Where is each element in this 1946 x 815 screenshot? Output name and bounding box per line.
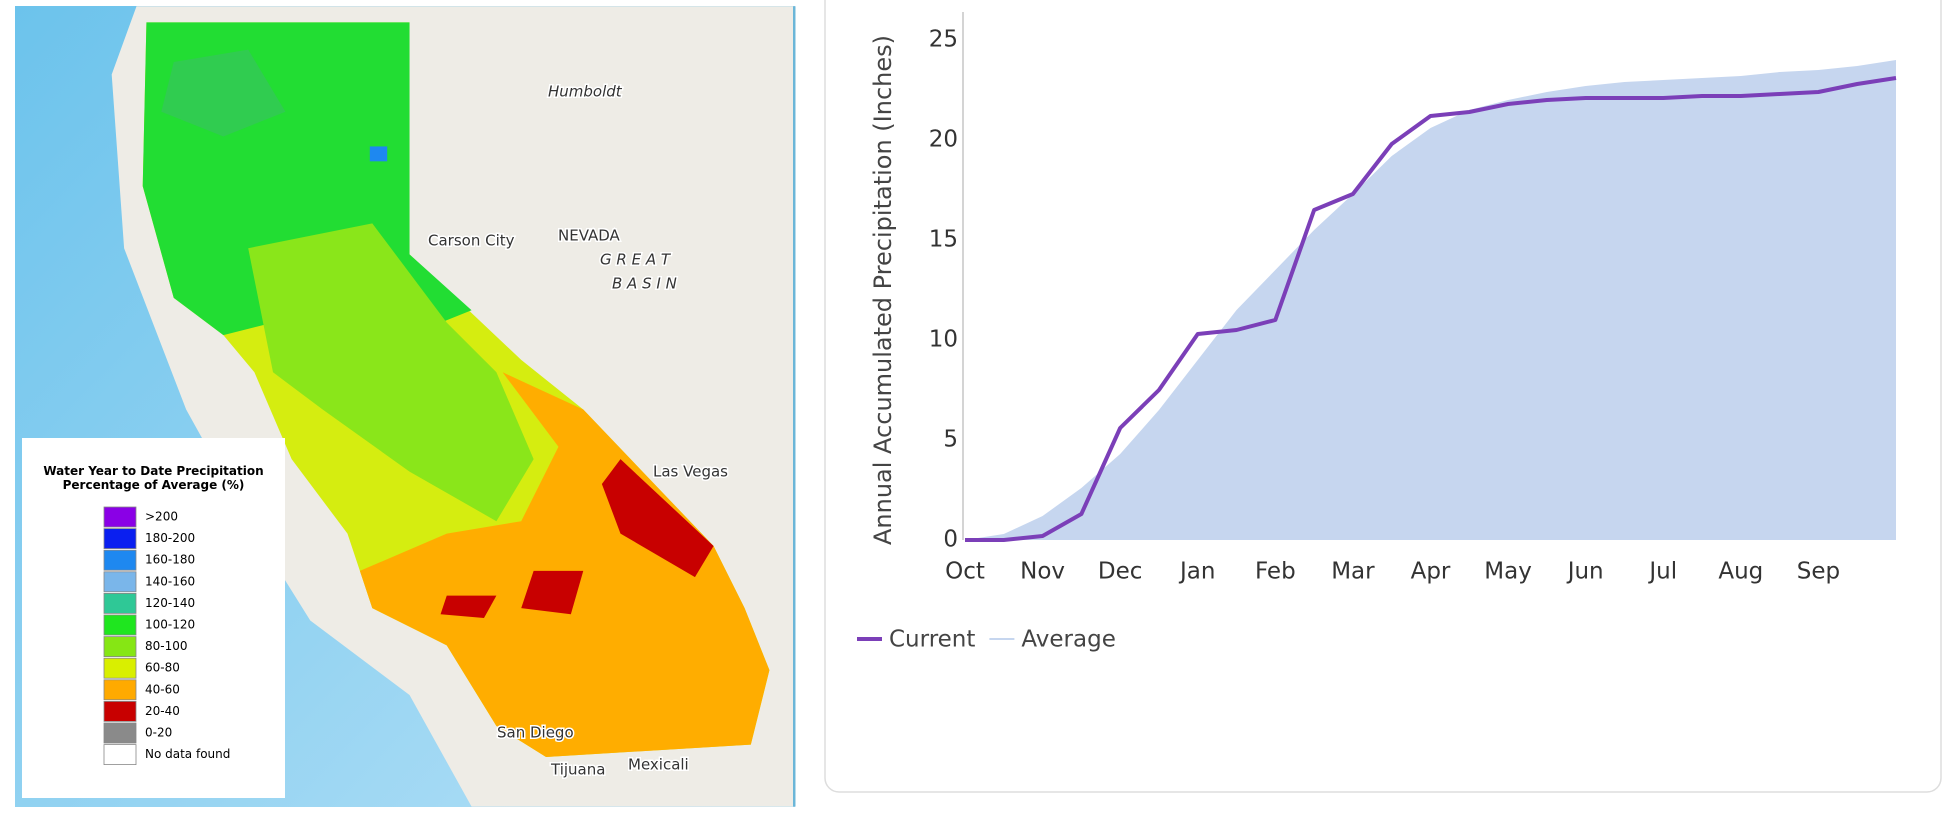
- legend-swatch: [103, 636, 137, 657]
- x-tick-label: Sep: [1797, 559, 1840, 585]
- legend-items: >200 180-200 160-180 140-160 120-140 100-120 8…: [103, 506, 230, 765]
- legend-swatch: [103, 657, 137, 679]
- legend-box: [22, 438, 285, 798]
- x-tick-label: Oct: [945, 559, 985, 585]
- map-label: Tijuana: [550, 761, 605, 779]
- chart: Annual Accumulated Precipitation (Inches…: [824, 0, 1942, 793]
- map-label: Mexicali: [628, 756, 689, 774]
- x-tick-label: Apr: [1411, 559, 1451, 585]
- x-tick-label: Jun: [1566, 559, 1604, 585]
- legend-label: 0-20: [145, 726, 172, 740]
- legend-swatch: [103, 549, 137, 571]
- x-tick-label: Nov: [1020, 559, 1065, 585]
- x-tick-label: Mar: [1331, 559, 1375, 585]
- legend-swatch: [103, 744, 137, 765]
- map-label: San Diego: [497, 724, 574, 742]
- legend-label: 100-120: [145, 618, 195, 632]
- y-tick-label: 0: [943, 527, 958, 553]
- card: [824, 0, 1942, 793]
- line: [965, 76, 1897, 542]
- legend-swatch: [103, 614, 137, 636]
- y-tick-label: 20: [929, 127, 958, 153]
- legend-swatch: [103, 528, 137, 549]
- x-tick-label: Jan: [1178, 559, 1215, 585]
- legend-label: 120-140: [145, 596, 195, 610]
- legend-swatch: [103, 593, 137, 614]
- legend-label: No data found: [145, 747, 230, 761]
- y-tick-label: 25: [929, 27, 958, 53]
- legend-label: 80-100: [145, 639, 188, 653]
- x-tick-label: Dec: [1098, 559, 1143, 585]
- area: [965, 60, 1896, 540]
- legend-label: 140-160: [145, 574, 195, 588]
- legend-swatch: [103, 679, 137, 701]
- legend-swatch: [103, 506, 137, 528]
- legend-label: 60-80: [145, 661, 180, 675]
- land: [111, 6, 796, 807]
- map-label: Carson City: [428, 232, 515, 250]
- x-tick-label: Aug: [1718, 559, 1763, 585]
- legend-title: Water Year to Date Precipitation Percent…: [43, 464, 264, 492]
- x-tick-label: Jul: [1647, 559, 1677, 585]
- legend-label: >200: [145, 510, 178, 524]
- map: Humboldt Carson City NEVADA G R E A T B …: [15, 6, 796, 807]
- legend-title-box: Water Year to Date Precipitation Percent…: [43, 464, 264, 492]
- y-tick-label: 10: [929, 327, 958, 353]
- legend-swatch: [103, 701, 137, 722]
- legend-label: 40-60: [145, 682, 180, 696]
- y-tick-label: 5: [943, 427, 958, 453]
- legend-swatch: [103, 722, 137, 744]
- legend-label: Average: [1021, 627, 1115, 653]
- map-label: Las Vegas: [653, 463, 728, 481]
- y-tick-label: 15: [929, 227, 958, 253]
- legend-label: 160-180: [145, 553, 195, 567]
- legend-swatch: [103, 571, 137, 593]
- legend-label: 180-200: [145, 531, 195, 545]
- y-axis-label: Annual Accumulated Precipitation (Inches…: [869, 35, 897, 545]
- legend-label: 20-40: [145, 704, 180, 718]
- x-tick-label: Feb: [1255, 559, 1296, 585]
- x-tick-label: May: [1484, 559, 1532, 585]
- map-label: Humboldt: [548, 83, 623, 101]
- legend-label: Current: [889, 627, 975, 653]
- map-label: G R E A T: [600, 251, 672, 269]
- map-label: B A S I N: [612, 275, 677, 293]
- map-label: NEVADA: [558, 227, 621, 245]
